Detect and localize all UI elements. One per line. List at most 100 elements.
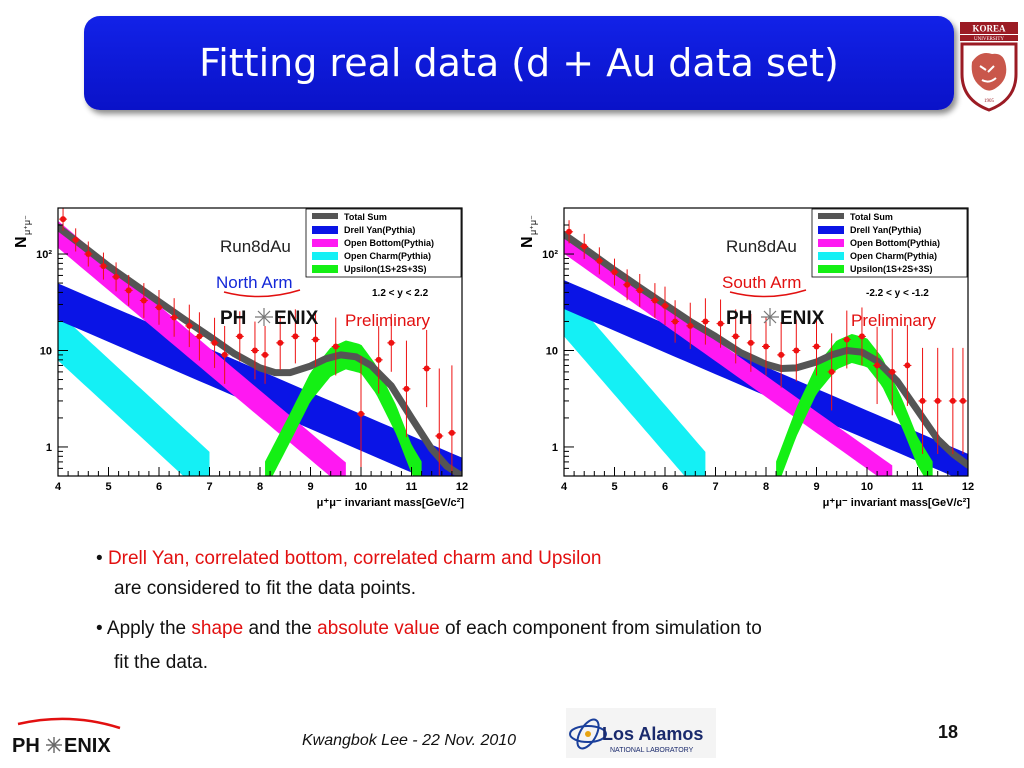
bullet-continuation: fit the data. — [114, 652, 209, 673]
legend-swatch — [312, 239, 338, 247]
legend-label: Upsilon(1S+2S+3S) — [344, 264, 427, 274]
total-sum-curve — [58, 223, 462, 476]
preliminary-label: Preliminary — [851, 311, 937, 330]
x-tick-label: 10 — [861, 481, 873, 493]
x-tick-label: 6 — [662, 481, 668, 493]
legend-label: Open Bottom(Pythia) — [850, 238, 940, 248]
data-point — [139, 283, 148, 318]
data-marker — [843, 336, 850, 343]
legend-label: Total Sum — [850, 212, 893, 222]
data-point — [422, 329, 431, 408]
x-axis-label: μ⁺μ⁻ invariant mass[GeV/c²] — [317, 497, 465, 509]
lanl-subtitle: NATIONAL LABORATORY — [610, 747, 694, 754]
data-point — [170, 298, 179, 337]
data-point — [731, 309, 740, 364]
data-point — [195, 312, 204, 361]
data-point — [235, 311, 244, 362]
phenix-label: ENIX — [274, 308, 319, 329]
lanl-name: Los Alamos — [602, 724, 703, 744]
data-point — [261, 325, 270, 384]
data-point — [958, 347, 967, 454]
legend-label: Upsilon(1S+2S+3S) — [850, 264, 933, 274]
data-marker — [732, 333, 739, 340]
data-point — [671, 300, 680, 343]
data-point — [112, 262, 121, 292]
y-tick-label: 10 — [546, 345, 558, 357]
data-point — [888, 328, 897, 416]
data-marker — [874, 362, 881, 369]
bullet-highlight-absolute: absolute value — [317, 618, 440, 639]
data-point — [635, 273, 644, 307]
bullet-highlight-shape: shape — [191, 618, 244, 639]
data-point — [435, 368, 444, 476]
data-point — [185, 304, 194, 348]
svg-text:PH: PH — [12, 735, 40, 757]
data-marker — [332, 343, 339, 350]
data-marker — [949, 397, 956, 404]
data-point — [610, 258, 619, 286]
x-tick-label: 12 — [456, 481, 468, 493]
data-marker — [196, 333, 203, 340]
open-charm-band — [564, 287, 706, 476]
data-point — [250, 321, 259, 380]
data-marker — [636, 287, 643, 294]
legend-swatch — [818, 252, 844, 260]
data-marker — [904, 362, 911, 369]
data-point — [918, 347, 927, 454]
legend-label: Open Bottom(Pythia) — [344, 238, 434, 248]
y-tick-label: 10² — [542, 249, 558, 261]
y-axis-label-main: N — [13, 236, 30, 248]
data-marker — [113, 273, 120, 280]
x-tick-label: 11 — [912, 481, 924, 493]
bullet-list: • Drell Yan, correlated bottom, correlat… — [96, 544, 976, 678]
chart-svg: 4 5 6 7 8 9 10 11 12 1 10 10² Nμ⁺μ⁻ μ⁺μ⁻ invariant ma… — [12, 178, 470, 516]
data-point — [857, 307, 866, 366]
upsilon-band — [265, 340, 422, 476]
logo-university-text: UNIVERSITY — [974, 37, 1004, 42]
x-tick-label: 4 — [561, 481, 568, 493]
x-tick-label: 12 — [962, 481, 974, 493]
data-marker — [596, 257, 603, 264]
data-marker — [171, 314, 178, 321]
rapidity-label: -2.2 < y < -1.2 — [866, 288, 929, 299]
data-point — [792, 319, 801, 382]
y-tick-label: 1 — [552, 442, 558, 454]
data-marker — [448, 429, 455, 436]
data-marker — [687, 322, 694, 329]
data-marker — [423, 365, 430, 372]
data-marker — [566, 228, 573, 235]
data-point — [812, 317, 821, 376]
data-point — [124, 274, 133, 306]
data-point — [155, 289, 163, 325]
university-logo: KOREA UNIVERSITY 1905 — [960, 22, 1018, 112]
data-point — [59, 208, 68, 231]
data-marker — [611, 269, 618, 276]
plot-area — [564, 220, 968, 476]
data-point — [827, 333, 836, 411]
data-marker — [388, 339, 395, 346]
bullet-item: • Drell Yan, correlated bottom, correlat… — [96, 548, 602, 569]
legend-swatch — [818, 239, 844, 247]
y-axis-label: Nμ⁺μ⁻ — [519, 215, 538, 248]
phenix-label: PH — [220, 308, 246, 329]
bullet-text: of each component from simulation to — [439, 618, 762, 639]
legend-swatch — [818, 226, 844, 234]
data-marker — [292, 333, 299, 340]
data-point — [903, 324, 912, 406]
footer-author-date: Kwangbok Lee - 22 Nov. 2010 — [302, 732, 517, 749]
legend: Total Sum Drell Yan(Pythia) Open Bottom(Py… — [305, 208, 462, 278]
data-point — [210, 317, 219, 368]
data-point — [948, 347, 957, 454]
data-marker — [813, 343, 820, 350]
data-marker — [140, 297, 147, 304]
open-charm-band — [58, 312, 210, 476]
legend-label: Drell Yan(Pythia) — [850, 225, 921, 235]
data-point — [716, 299, 725, 348]
y-axis-label-sub: μ⁺μ⁻ — [528, 215, 538, 235]
data-point — [387, 313, 396, 372]
legend-label: Open Charm(Pythia) — [850, 251, 937, 261]
svg-text:ENIX: ENIX — [64, 735, 111, 757]
x-tick-label: 7 — [712, 481, 718, 493]
data-marker — [403, 385, 410, 392]
data-points — [59, 208, 456, 476]
